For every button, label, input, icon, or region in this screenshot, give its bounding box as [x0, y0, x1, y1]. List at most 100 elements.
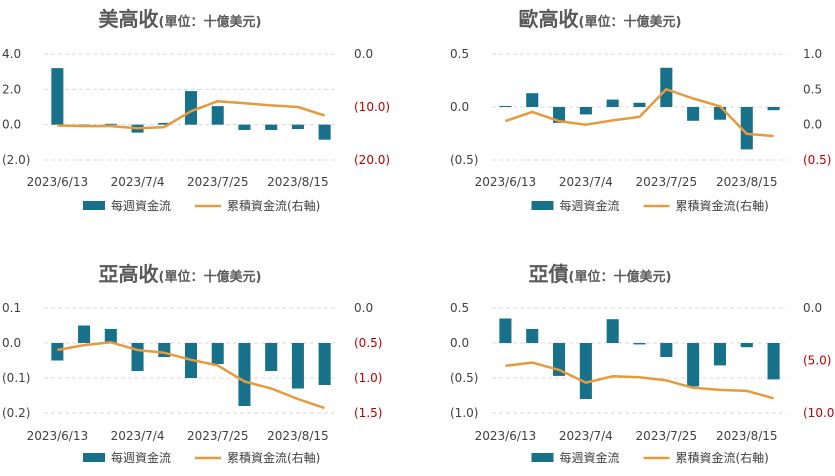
left-axis-tick: 0.0	[2, 118, 21, 132]
x-axis-tick: 2023/7/4	[111, 175, 165, 189]
flow-bar	[238, 124, 251, 130]
flow-bar	[238, 343, 251, 406]
right-axis-tick: (0.5)	[354, 336, 382, 350]
chart-panel-2: 歐高收(單位：十億美元) 0.5 0.0 (0.5) 1.0 0.5 0.0 (0.5) 202…	[450, 7, 831, 213]
flow-bar	[291, 124, 304, 130]
right-axis-tick: 0.0	[354, 47, 373, 61]
flow-bar	[104, 123, 117, 125]
right-axis-tick: (20.0)	[354, 153, 390, 167]
chart-title-main: 亞債	[529, 262, 569, 286]
chart-title-unit: (單位：十億美元)	[159, 14, 262, 30]
cumulative-flow-line	[504, 88, 774, 138]
x-axis-tick: 2023/7/25	[636, 175, 698, 189]
left-axis-tick: (0.1)	[2, 371, 30, 385]
right-axis-tick: (1.5)	[354, 406, 382, 420]
x-axis-tick: 2023/8/15	[267, 175, 329, 189]
flow-bar	[499, 318, 512, 343]
flow-bar	[767, 107, 780, 111]
legend-bar-label: 每週資金流	[560, 198, 620, 213]
legend-bar-swatch	[83, 201, 105, 210]
chart-panel-3: 亞高收(單位：十億美元) 0.1 0.0 (0.1) (0.2) 0.0 (0.5) (1.0…	[2, 262, 382, 465]
cumulative-flow-line	[505, 361, 774, 400]
flow-bar	[291, 343, 304, 389]
flow-bar	[660, 343, 673, 357]
x-axis-tick: 2023/8/15	[716, 429, 778, 443]
legend-line-label: 累積資金流(右軸)	[676, 450, 769, 465]
x-axis-tick: 2023/7/25	[187, 175, 249, 189]
chart-panel-4: 亞債(單位：十億美元) 0.5 0.0 (0.5) (1.0) 0.0 (5.0) (10.0…	[450, 262, 835, 465]
flow-bar	[687, 343, 700, 387]
chart-title-main: 美高收	[99, 7, 159, 31]
right-axis-tick: 0.0	[354, 301, 373, 315]
flow-bar	[740, 343, 753, 348]
flow-bar	[633, 102, 646, 107]
legend-bar-label: 每週資金流	[560, 450, 620, 465]
x-axis-tick: 2023/7/25	[636, 429, 698, 443]
legend-line-label: 累積資金流(右軸)	[227, 450, 320, 465]
flow-bar	[104, 329, 117, 343]
legend-bar-swatch	[531, 453, 554, 462]
flow-bar	[553, 343, 566, 376]
left-axis-tick: 0.5	[450, 301, 469, 315]
x-axis-tick: 2023/8/15	[267, 429, 329, 443]
x-axis-tick: 2023/7/4	[559, 175, 613, 189]
legend-line-label: 累積資金流(右軸)	[227, 198, 320, 213]
flow-bar	[713, 343, 726, 366]
right-axis-tick: (10.0)	[354, 100, 390, 114]
flow-bar	[318, 343, 331, 385]
right-axis-tick: (1.0)	[354, 371, 382, 385]
flow-bar	[184, 91, 198, 125]
left-axis-tick: 0.0	[2, 336, 21, 350]
x-axis-tick: 2023/6/13	[27, 175, 89, 189]
right-axis-tick: (0.5)	[803, 153, 831, 167]
cumulative-flow-line	[57, 341, 326, 410]
flow-bar	[51, 68, 64, 125]
x-axis-tick: 2023/8/15	[716, 175, 778, 189]
flow-bar	[318, 124, 331, 140]
flow-bar	[606, 99, 619, 107]
left-axis-tick: (0.2)	[2, 406, 30, 420]
x-axis-tick: 2023/6/13	[475, 175, 537, 189]
right-axis-tick: 0.0	[803, 118, 822, 132]
legend-bar-swatch	[531, 201, 554, 210]
left-axis-tick: 4.0	[2, 47, 21, 61]
x-axis-tick: 2023/7/4	[111, 429, 165, 443]
right-axis-tick: 0.0	[803, 301, 822, 315]
flow-bar	[499, 105, 512, 107]
left-axis-tick: (2.0)	[2, 153, 30, 167]
right-axis-tick: 1.0	[803, 47, 822, 61]
left-axis-tick: (1.0)	[450, 406, 478, 420]
right-axis-tick: 0.5	[803, 82, 822, 96]
flow-bar	[265, 124, 278, 130]
cumulative-flow-line	[57, 99, 325, 130]
left-axis-tick: (0.5)	[450, 371, 478, 385]
x-axis-tick: 2023/6/13	[475, 429, 537, 443]
flow-bar	[660, 67, 673, 107]
flow-bar	[211, 106, 224, 125]
x-axis-tick: 2023/7/25	[187, 429, 249, 443]
legend-bar-label: 每週資金流	[111, 450, 171, 465]
left-axis-tick: 0.5	[450, 47, 469, 61]
legend-bar-label: 每週資金流	[111, 198, 171, 213]
flow-bar	[740, 107, 753, 150]
x-axis-tick: 2023/6/13	[27, 429, 89, 443]
legend-bar-swatch	[83, 453, 105, 462]
chart-title: 美高收(單位：十億美元)	[99, 7, 262, 31]
left-axis-tick: 2.0	[2, 82, 21, 96]
right-axis-tick: (5.0)	[803, 354, 831, 368]
left-axis-tick: (0.5)	[450, 153, 478, 167]
flow-bar	[579, 107, 592, 115]
left-axis-tick: 0.0	[450, 100, 469, 114]
chart-title-main: 歐高收	[519, 7, 579, 31]
flow-bar	[158, 122, 171, 125]
chart-title-unit: (單位：十億美元)	[579, 14, 682, 30]
chart-title-unit: (單位：十億美元)	[569, 269, 672, 285]
right-axis-tick: (10.0)	[803, 406, 835, 420]
chart-title: 亞債(單位：十億美元)	[529, 262, 672, 286]
chart-title: 亞高收(單位：十億美元)	[99, 262, 262, 286]
chart-panel-1: 美高收(單位：十億美元) 4.0 2.0 0.0 (2.0) 0.0 (10.0) (20.0…	[2, 7, 390, 213]
left-axis-tick: 0.1	[2, 301, 21, 315]
chart-title: 歐高收(單位：十億美元)	[519, 7, 682, 31]
flow-bar	[579, 343, 592, 399]
